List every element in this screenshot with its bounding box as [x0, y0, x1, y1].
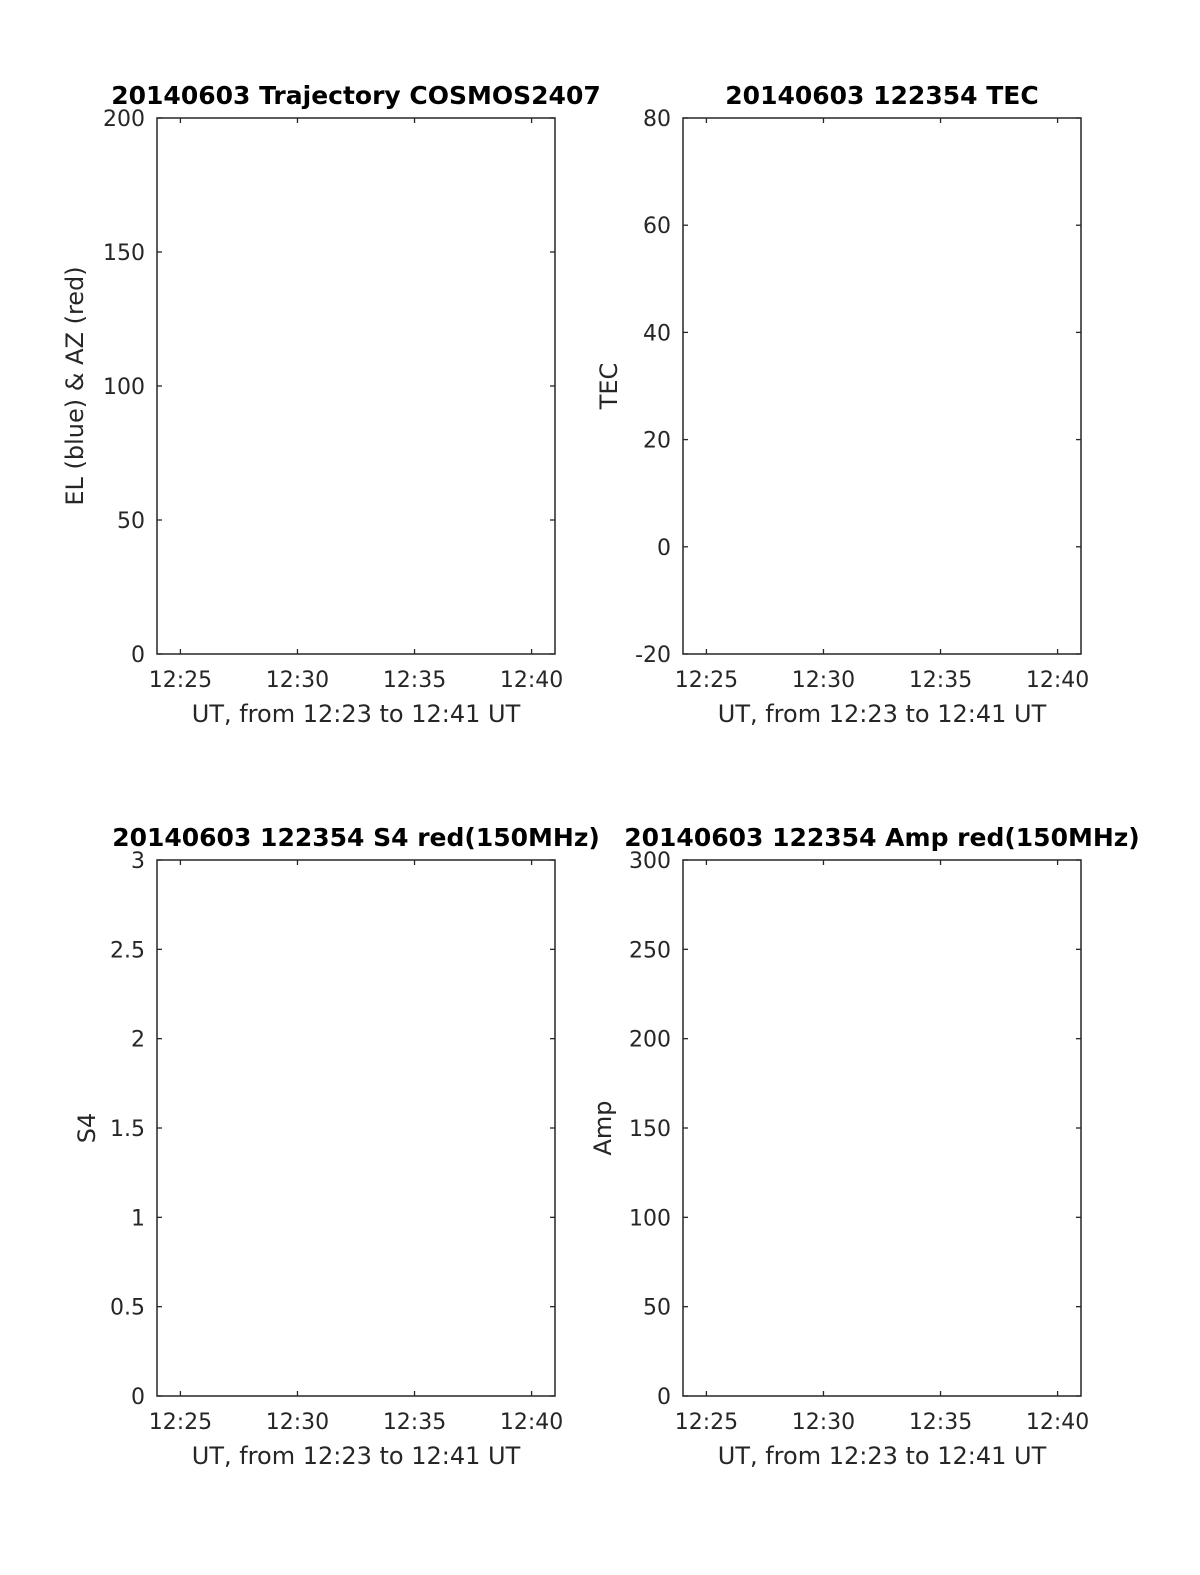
- y-tick-label: 250: [629, 938, 671, 963]
- x-tick-label: 12:35: [383, 668, 446, 693]
- y-tick-label: 200: [103, 107, 145, 132]
- axes-frame: [682, 117, 1082, 655]
- x-tick-label: 12:40: [500, 668, 563, 693]
- x-tick-label: 12:35: [383, 1410, 446, 1435]
- y-tick-label: 3: [131, 849, 145, 874]
- y-tick-label: 50: [117, 509, 145, 534]
- y-tick-label: 100: [103, 375, 145, 400]
- y-tick-label: 100: [629, 1206, 671, 1231]
- y-tick-label: 80: [643, 107, 671, 132]
- y-tick-label: 0: [657, 1385, 671, 1410]
- x-tick-label: 12:25: [149, 668, 212, 693]
- y-tick-label: -20: [635, 643, 671, 668]
- x-tick-label: 12:30: [792, 668, 855, 693]
- ylabel-amp: Amp: [589, 1100, 617, 1155]
- title-amp: 20140603 122354 Amp red(150MHz): [624, 823, 1140, 852]
- y-tick-label: 2: [131, 1028, 145, 1053]
- y-tick-label: 0: [131, 643, 145, 668]
- chart-trajectory: 20140603 Trajectory COSMOS2407 UT, from …: [61, 81, 601, 728]
- ylabel-trajectory: EL (blue) & AZ (red): [61, 266, 89, 505]
- y-tick-label: 1: [131, 1206, 145, 1231]
- y-tick-label: 150: [103, 241, 145, 266]
- x-tick-label: 12:25: [675, 668, 738, 693]
- x-tick-label: 12:25: [149, 1410, 212, 1435]
- y-tick-label: 300: [629, 849, 671, 874]
- y-tick-label: 0.5: [110, 1296, 145, 1321]
- x-tick-label: 12:40: [1026, 668, 1089, 693]
- y-tick-label: 60: [643, 214, 671, 239]
- y-tick-label: 0: [131, 1385, 145, 1410]
- x-tick-label: 12:35: [909, 1410, 972, 1435]
- axes-frame: [156, 117, 556, 655]
- title-s4: 20140603 122354 S4 red(150MHz): [112, 823, 600, 852]
- xlabel-amp: UT, from 12:23 to 12:41 UT: [718, 1442, 1047, 1470]
- chart-s4: 20140603 122354 S4 red(150MHz) UT, from …: [73, 823, 600, 1470]
- y-tick-label: 150: [629, 1117, 671, 1142]
- xlabel-s4: UT, from 12:23 to 12:41 UT: [192, 1442, 521, 1470]
- x-tick-label: 12:30: [266, 1410, 329, 1435]
- title-trajectory: 20140603 Trajectory COSMOS2407: [111, 81, 601, 110]
- y-tick-label: 0: [657, 536, 671, 561]
- ylabel-s4: S4: [73, 1113, 101, 1144]
- axes-frame: [156, 859, 556, 1397]
- axes-frame: [682, 859, 1082, 1397]
- chart-amp: 20140603 122354 Amp red(150MHz) UT, from…: [589, 823, 1140, 1470]
- y-tick-label: 1.5: [110, 1117, 145, 1142]
- y-tick-label: 2.5: [110, 938, 145, 963]
- ylabel-tec: TEC: [595, 363, 623, 411]
- title-tec: 20140603 122354 TEC: [725, 81, 1038, 110]
- y-tick-label: 200: [629, 1028, 671, 1053]
- x-tick-label: 12:35: [909, 668, 972, 693]
- y-tick-label: 40: [643, 321, 671, 346]
- xlabel-trajectory: UT, from 12:23 to 12:41 UT: [192, 700, 521, 728]
- x-tick-label: 12:30: [792, 1410, 855, 1435]
- x-tick-label: 12:30: [266, 668, 329, 693]
- xlabel-tec: UT, from 12:23 to 12:41 UT: [718, 700, 1047, 728]
- x-tick-label: 12:40: [1026, 1410, 1089, 1435]
- x-tick-label: 12:40: [500, 1410, 563, 1435]
- chart-tec: 20140603 122354 TEC UT, from 12:23 to 12…: [595, 81, 1089, 728]
- y-tick-label: 50: [643, 1296, 671, 1321]
- y-tick-label: 20: [643, 429, 671, 454]
- x-tick-label: 12:25: [675, 1410, 738, 1435]
